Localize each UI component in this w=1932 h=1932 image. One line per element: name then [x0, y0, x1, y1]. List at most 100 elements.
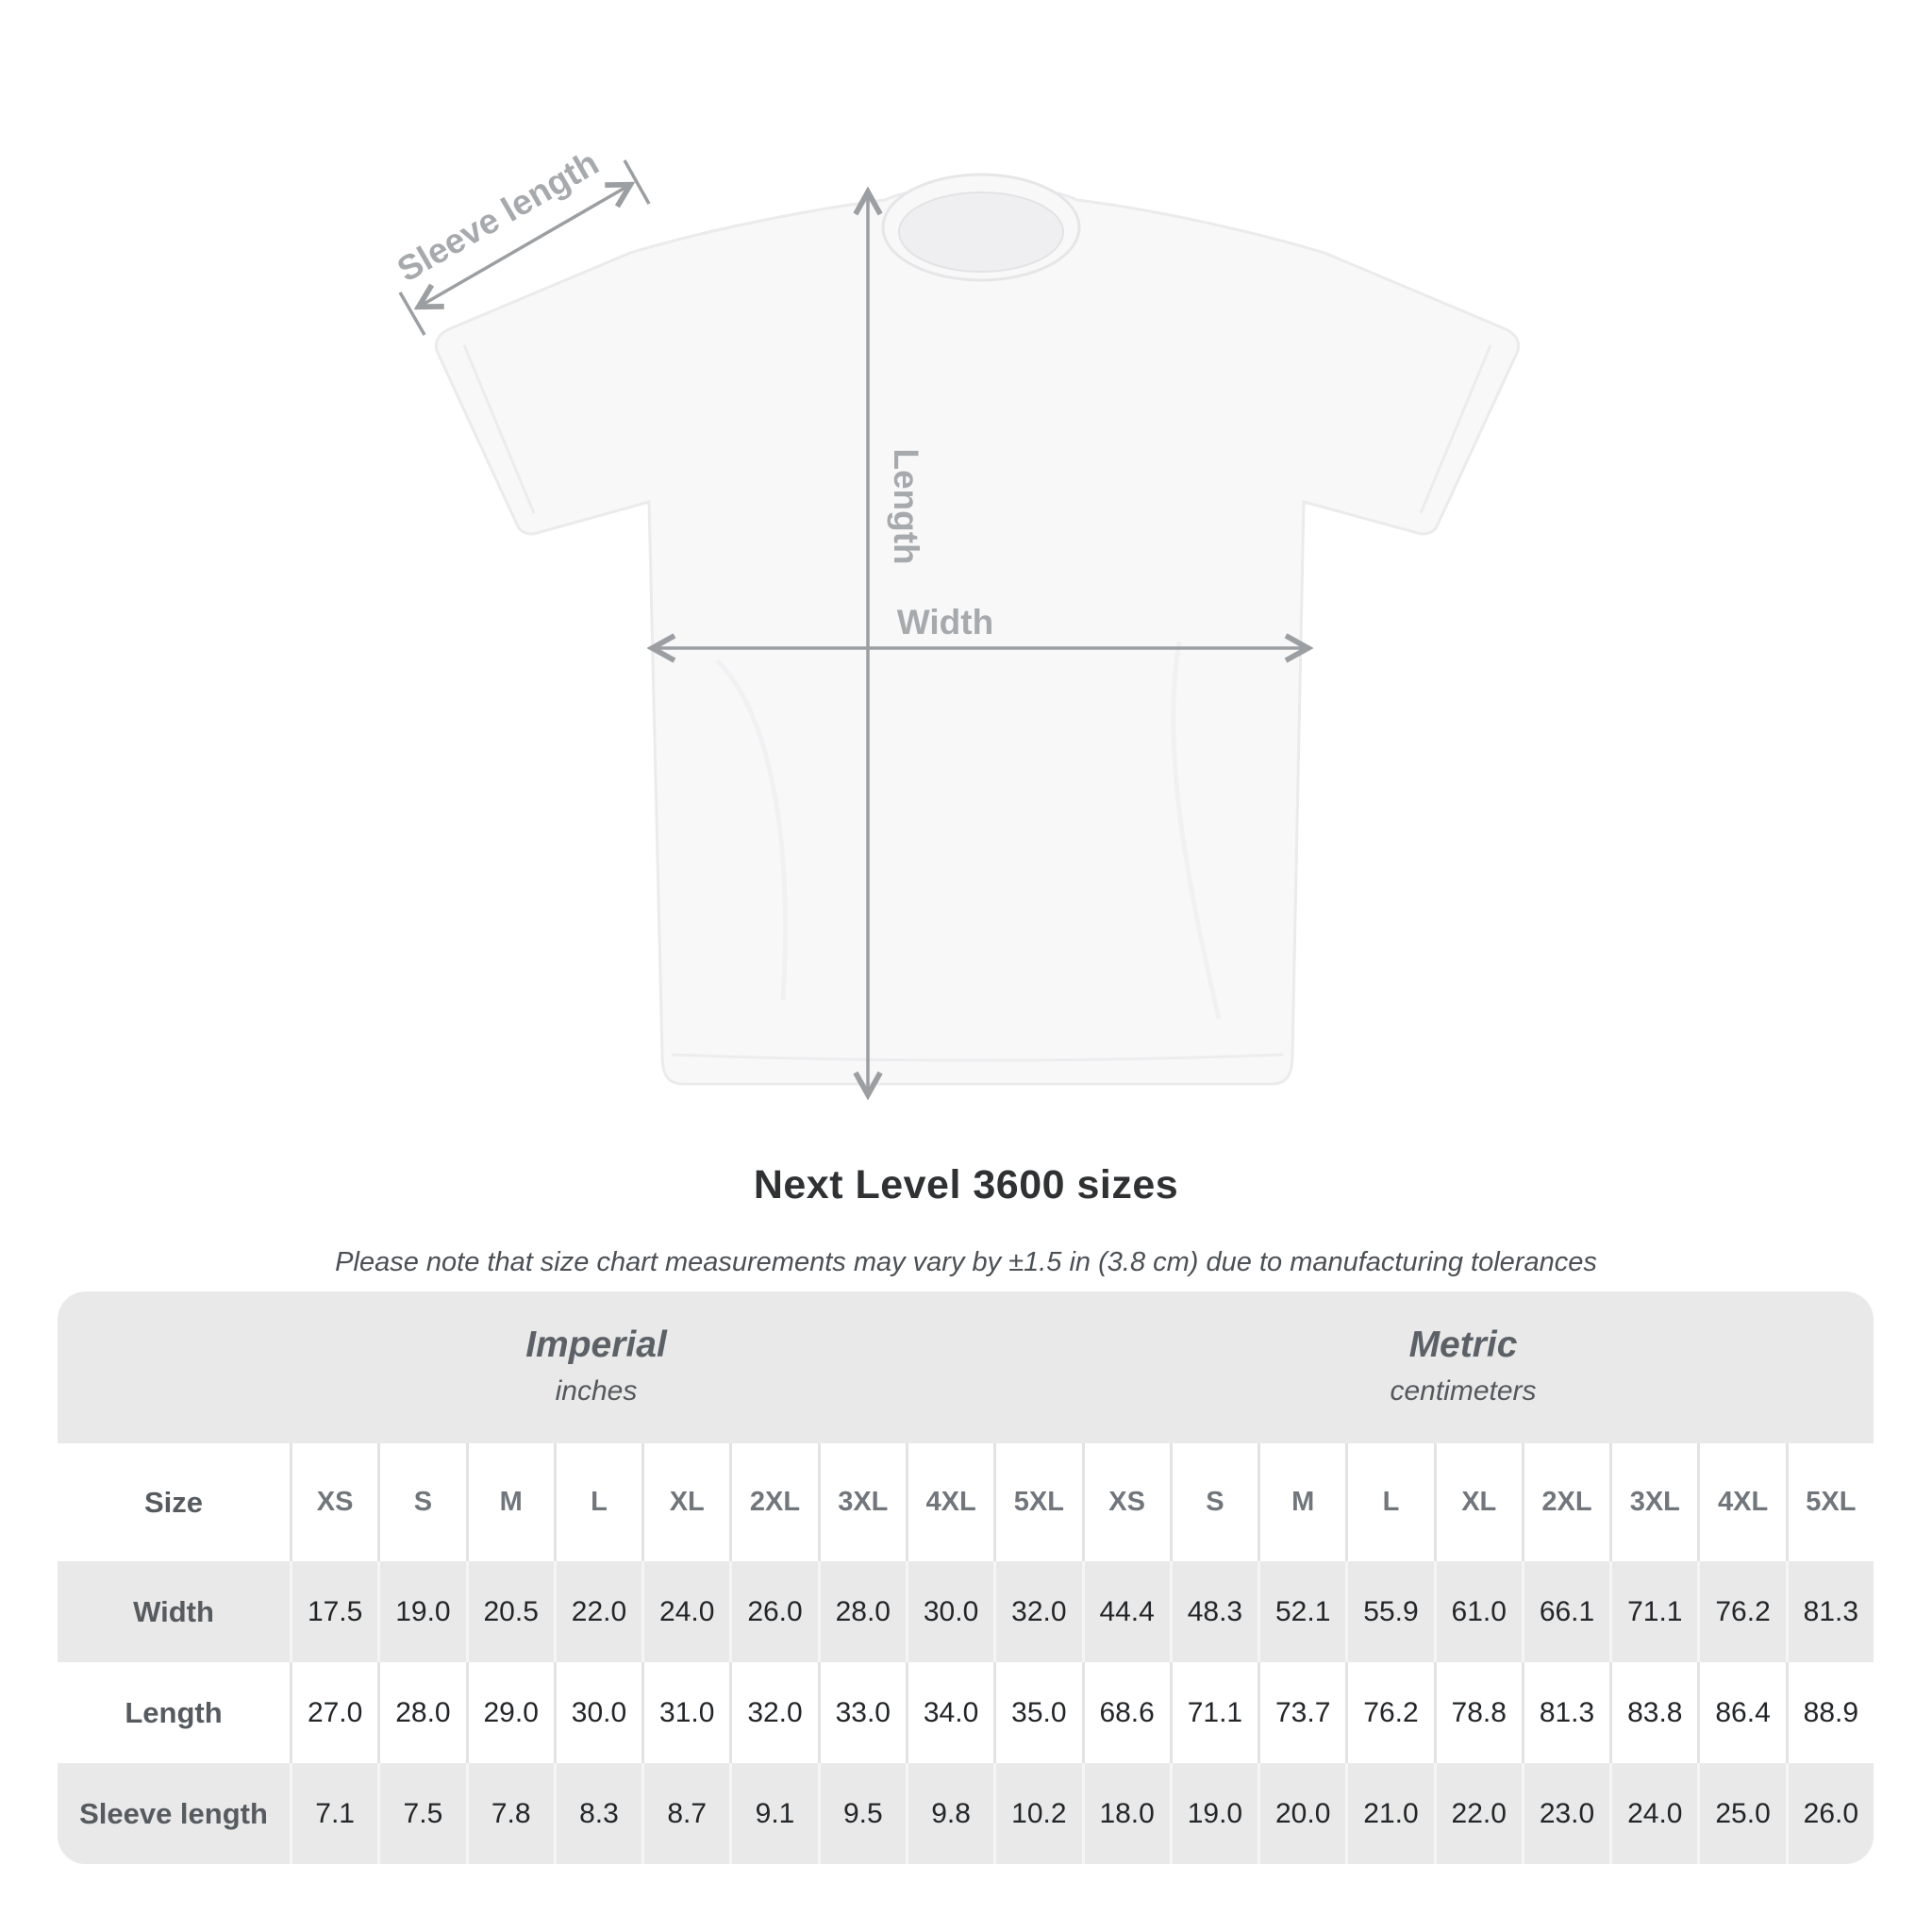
fabric-fold [1171, 641, 1222, 1020]
value-cell-imperial: 29.0 [465, 1662, 554, 1763]
value-cell-metric: 68.6 [1081, 1662, 1170, 1763]
value-cell-imperial: 7.1 [290, 1763, 377, 1864]
measurement-row-length: Length 27.0 28.0 29.0 30.0 31.0 32.0 33.0 34.0 35… [58, 1662, 1874, 1763]
size-header-metric-m: M [1257, 1443, 1345, 1561]
value-cell-imperial: 9.1 [729, 1763, 817, 1864]
value-cell-metric: 18.0 [1081, 1763, 1170, 1864]
metric-group-header: Metric centimeters [1390, 1324, 1536, 1407]
page-title: Next Level 3600 sizes [753, 1162, 1179, 1208]
imperial-group-unit: inches [555, 1374, 638, 1407]
sleeve-dimension-endbar [398, 291, 426, 336]
value-cell-imperial: 32.0 [993, 1561, 1081, 1662]
value-cell-metric: 81.3 [1521, 1662, 1609, 1763]
size-header-imperial-l: L [553, 1443, 641, 1561]
sleeve-dimension-endbar [623, 159, 651, 205]
size-header-metric-2xl: 2XL [1521, 1443, 1609, 1561]
value-cell-metric: 81.3 [1785, 1561, 1874, 1662]
size-header-row: Size XS S M L XL 2XL 3XL 4XL 5XL XS S M L XL 2XL 3XL 4XL 5… [58, 1443, 1874, 1561]
size-header-metric-xs: XS [1081, 1443, 1170, 1561]
size-header-imperial-xl: XL [641, 1443, 729, 1561]
value-cell-metric: 21.0 [1345, 1763, 1433, 1864]
size-table-grid: Size XS S M L XL 2XL 3XL 4XL 5XL XS S M L XL 2XL 3XL 4XL 5… [58, 1443, 1874, 1864]
value-cell-metric: 48.3 [1169, 1561, 1257, 1662]
size-header-metric-3xl: 3XL [1609, 1443, 1697, 1561]
metric-group-title: Metric [1408, 1324, 1518, 1365]
value-cell-metric: 83.8 [1609, 1662, 1697, 1763]
value-cell-metric: 22.0 [1433, 1763, 1522, 1864]
value-cell-metric: 66.1 [1521, 1561, 1609, 1662]
value-cell-metric: 71.1 [1609, 1561, 1697, 1662]
value-cell-imperial: 8.3 [553, 1763, 641, 1864]
value-cell-metric: 24.0 [1609, 1763, 1697, 1864]
value-cell-imperial: 19.0 [377, 1561, 465, 1662]
size-header-imperial-2xl: 2XL [729, 1443, 817, 1561]
value-cell-metric: 86.4 [1697, 1662, 1785, 1763]
size-header-imperial-5xl: 5XL [993, 1443, 1081, 1561]
length-label: Length [887, 448, 925, 564]
value-cell-metric: 52.1 [1257, 1561, 1345, 1662]
bottom-hem-stitch [671, 1053, 1284, 1062]
fabric-fold [715, 658, 788, 1001]
row-label: Sleeve length [79, 1796, 268, 1830]
value-cell-metric: 61.0 [1433, 1561, 1522, 1662]
value-cell-imperial: 8.7 [641, 1763, 729, 1864]
value-cell-metric: 23.0 [1521, 1763, 1609, 1864]
value-cell-imperial: 30.0 [553, 1662, 641, 1763]
size-header-imperial-4xl: 4XL [905, 1443, 993, 1561]
size-header-imperial-3xl: 3XL [817, 1443, 906, 1561]
value-cell-metric: 88.9 [1785, 1662, 1874, 1763]
value-cell-imperial: 17.5 [290, 1561, 377, 1662]
value-cell-imperial: 30.0 [905, 1561, 993, 1662]
size-header-imperial-m: M [465, 1443, 554, 1561]
measurement-row-sleeve-length: Sleeve length 7.1 7.5 7.8 8.3 8.7 9.1 9.5 9.8 10.… [58, 1763, 1874, 1864]
size-header-metric-5xl: 5XL [1785, 1443, 1874, 1561]
value-cell-imperial: 28.0 [817, 1561, 906, 1662]
value-cell-metric: 19.0 [1169, 1763, 1257, 1864]
sleeve-dimension-arrow [421, 186, 628, 306]
value-cell-metric: 71.1 [1169, 1662, 1257, 1763]
size-header-metric-l: L [1345, 1443, 1433, 1561]
size-header-imperial-xs: XS [290, 1443, 377, 1561]
metric-group-unit: centimeters [1390, 1374, 1537, 1407]
measurement-row-width: Width 17.5 19.0 20.5 22.0 24.0 26.0 28.0 30.0 32.… [58, 1561, 1874, 1662]
value-cell-imperial: 7.5 [377, 1763, 465, 1864]
value-cell-imperial: 31.0 [641, 1662, 729, 1763]
size-header-imperial-s: S [377, 1443, 465, 1561]
size-column-label: Size [143, 1485, 204, 1519]
size-header-metric-4xl: 4XL [1697, 1443, 1785, 1561]
unit-group-header-band: Imperial inches Metric centimeters [58, 1291, 1874, 1443]
value-cell-metric: 73.7 [1257, 1662, 1345, 1763]
value-cell-imperial: 7.8 [465, 1763, 554, 1864]
value-cell-imperial: 9.5 [817, 1763, 906, 1864]
value-cell-imperial: 10.2 [993, 1763, 1081, 1864]
value-cell-metric: 26.0 [1785, 1763, 1874, 1864]
imperial-group-title: Imperial [525, 1324, 667, 1365]
value-cell-imperial: 33.0 [817, 1662, 906, 1763]
value-cell-imperial: 27.0 [290, 1662, 377, 1763]
row-label: Length [125, 1695, 223, 1729]
value-cell-imperial: 28.0 [377, 1662, 465, 1763]
value-cell-imperial: 32.0 [729, 1662, 817, 1763]
value-cell-metric: 20.0 [1257, 1763, 1345, 1864]
size-table: Imperial inches Metric centimeters Size X… [58, 1291, 1874, 1864]
tshirt-measurement-diagram: Sleeve length Length Width [391, 143, 1521, 1179]
sleeve-hem-stitch [1419, 344, 1492, 514]
value-cell-imperial: 34.0 [905, 1662, 993, 1763]
value-cell-imperial: 26.0 [729, 1561, 817, 1662]
value-cell-metric: 78.8 [1433, 1662, 1522, 1763]
value-cell-imperial: 24.0 [641, 1561, 729, 1662]
width-label: Width [897, 603, 993, 641]
value-cell-metric: 25.0 [1697, 1763, 1785, 1864]
sleeve-hem-stitch [462, 344, 536, 514]
value-cell-imperial: 22.0 [553, 1561, 641, 1662]
value-cell-imperial: 20.5 [465, 1561, 554, 1662]
value-cell-imperial: 35.0 [993, 1662, 1081, 1763]
size-header-metric-s: S [1169, 1443, 1257, 1561]
size-header-metric-xl: XL [1433, 1443, 1522, 1561]
imperial-group-header: Imperial inches [525, 1324, 667, 1407]
dimension-lines [398, 159, 1306, 1092]
value-cell-metric: 44.4 [1081, 1561, 1170, 1662]
collar-opening [898, 192, 1064, 273]
row-label: Width [133, 1594, 214, 1628]
